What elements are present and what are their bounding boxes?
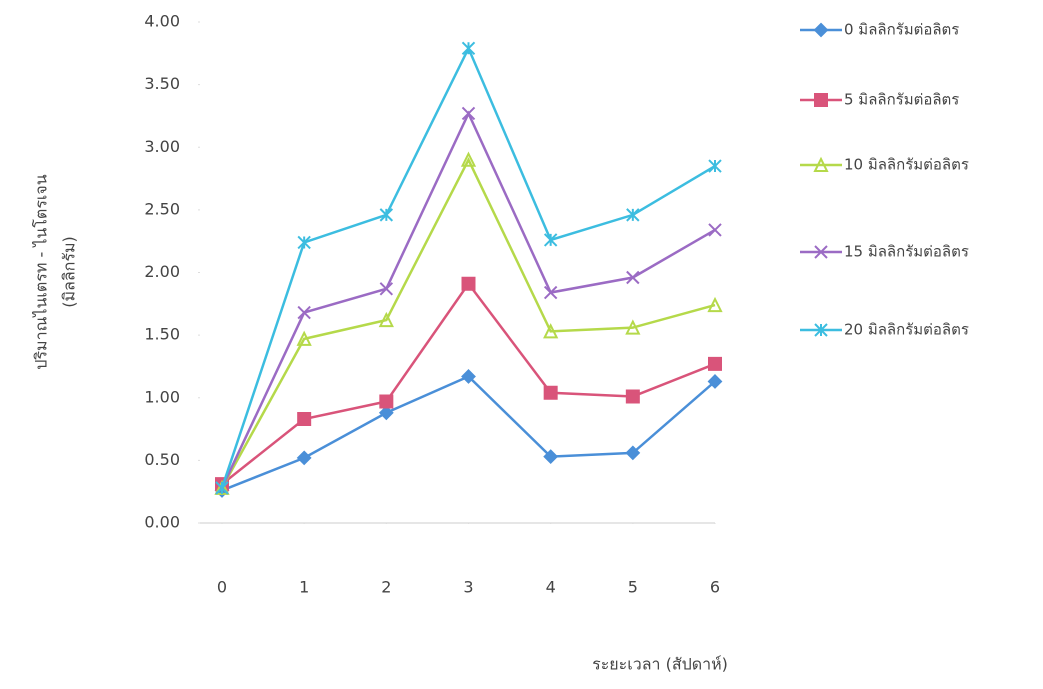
x-tick-label: 3 — [463, 578, 473, 597]
marker — [461, 41, 476, 56]
y-tick-label: 0.00 — [144, 513, 180, 532]
x-tick-label: 5 — [628, 578, 638, 597]
legend-label: 15 มิลลิกรัมต่อลิตร — [844, 243, 969, 261]
marker — [379, 282, 394, 296]
x-axis-title: ระยะเวลา (สัปดาห์) — [592, 655, 728, 674]
marker — [625, 445, 641, 461]
marker — [461, 369, 476, 384]
marker — [461, 106, 476, 121]
legend-marker — [814, 245, 828, 259]
marker — [379, 394, 394, 409]
marker — [625, 389, 640, 404]
legend-label: 0 มิลลิกรัมต่อลิตร — [844, 21, 959, 39]
y-tick-label: 3.50 — [144, 74, 180, 93]
marker — [543, 385, 558, 400]
series-line — [221, 281, 716, 486]
marker — [707, 374, 723, 389]
series-line — [220, 156, 716, 489]
marker — [626, 270, 640, 285]
marker — [297, 305, 311, 320]
marker — [378, 405, 394, 421]
x-tick-label: 1 — [299, 578, 309, 597]
marker — [707, 296, 723, 313]
x-tick-label: 6 — [710, 578, 720, 597]
marker — [543, 323, 559, 339]
legend-label: 5 มิลลิกรัมต่อลิตร — [844, 91, 959, 109]
legend-marker — [814, 323, 828, 337]
marker — [296, 330, 312, 346]
x-tick-label: 2 — [381, 578, 391, 597]
marker — [543, 233, 558, 247]
y-tick-label: 0.50 — [144, 450, 180, 469]
marker — [215, 481, 229, 495]
legend-label: 20 มิลลิกรัมต่อลิตร — [844, 321, 969, 339]
marker — [460, 151, 477, 167]
y-axis-title: ปริมาณไนเตรท - ไนโตรเจน — [32, 174, 51, 369]
marker — [625, 319, 641, 335]
marker — [461, 276, 476, 291]
y-tick-label: 2.50 — [144, 199, 180, 218]
legend-marker — [813, 22, 829, 38]
marker — [543, 285, 558, 300]
marker — [297, 412, 312, 427]
y-tick-label: 2.00 — [144, 262, 180, 281]
y-tick-label: 1.50 — [144, 325, 180, 344]
marker — [296, 450, 312, 466]
x-tick-label: 0 — [217, 578, 227, 597]
marker — [379, 208, 394, 222]
legend-marker — [813, 156, 829, 172]
marker — [543, 449, 559, 465]
marker — [378, 311, 394, 328]
y-tick-label: 1.00 — [144, 387, 180, 406]
y-tick-label: 3.00 — [144, 137, 180, 156]
marker — [626, 208, 640, 222]
legend-marker — [814, 93, 828, 107]
marker — [297, 235, 311, 250]
marker — [708, 159, 722, 173]
marker — [708, 223, 722, 237]
marker — [708, 356, 722, 371]
legend-label: 10 มิลลิกรัมต่อลิตร — [844, 156, 969, 174]
y-axis-title: (มิลลิกรัม) — [60, 236, 79, 307]
y-tick-label: 4.00 — [144, 12, 180, 31]
x-tick-label: 4 — [546, 578, 556, 597]
series-line — [220, 110, 716, 489]
